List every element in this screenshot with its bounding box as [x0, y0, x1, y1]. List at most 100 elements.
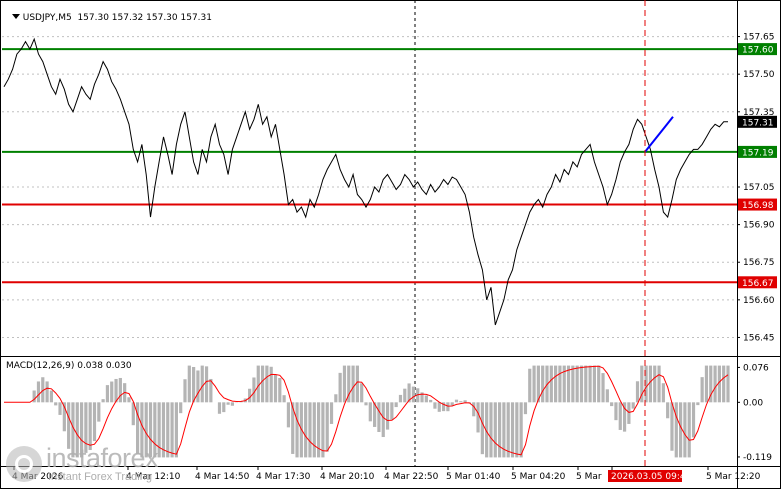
macd-hist-bar	[662, 383, 665, 402]
macd-hist-bar	[528, 369, 531, 403]
macd-hist-bar	[511, 402, 514, 457]
macd-hist-bar	[455, 400, 458, 403]
macd-hist-bar	[489, 402, 492, 457]
macd-hist-bar	[558, 366, 561, 403]
macd-hist-bar	[554, 366, 557, 403]
macd-hist-bar	[588, 366, 591, 403]
macd-hist-bar	[675, 402, 678, 457]
macd-hist-bar	[666, 402, 669, 418]
macd-hist-bar	[395, 402, 398, 407]
macd-hist-bar	[601, 373, 604, 402]
macd-hist-bar	[520, 402, 523, 457]
time-tick-label: 5 Mar 04:20	[511, 472, 566, 482]
current-time-label: 2026.03.05 09:45	[611, 472, 691, 482]
macd-hist-bar	[201, 366, 204, 403]
macd-hist-bar	[722, 366, 725, 403]
macd-hist-bar	[571, 366, 574, 403]
macd-hist-bar	[37, 381, 40, 402]
macd-hist-bar	[54, 402, 57, 405]
macd-tick-label: 0.076	[743, 363, 769, 373]
macd-hist-bar	[670, 402, 673, 450]
instaforex-logo-icon	[6, 446, 42, 482]
macd-hist-bar	[481, 402, 484, 454]
macd-hist-bar	[576, 366, 579, 403]
macd-hist-bar	[106, 385, 109, 402]
macd-hist-bar	[476, 402, 479, 432]
macd-hist-bar	[597, 366, 600, 403]
macd-hist-bar	[429, 400, 432, 402]
macd-hist-bar	[580, 366, 583, 403]
time-tick-label: 5 Mar 01:40	[446, 472, 501, 482]
level-badge-label: 157.60	[742, 46, 774, 56]
macd-hist-bar	[67, 402, 70, 449]
macd-hist-bar	[584, 366, 587, 403]
macd-hist-bar	[386, 402, 389, 429]
macd-hist-bar	[287, 402, 290, 427]
macd-hist-bar	[369, 402, 372, 421]
macd-hist-bar	[93, 402, 96, 441]
macd-hist-bar	[515, 402, 518, 457]
price-tick-label: 157.50	[743, 70, 775, 80]
macd-hist-bar	[451, 402, 454, 405]
macd-hist-bar	[308, 402, 311, 457]
symbol-dropdown-icon[interactable]	[12, 14, 20, 19]
price-axis: 157.65157.50157.35157.05156.90156.75156.…	[737, 33, 777, 344]
macd-hist-bar	[412, 387, 415, 403]
macd-hist-bar	[632, 402, 635, 408]
macd-hist-bar	[692, 402, 695, 437]
macd-hist-bar	[278, 378, 281, 402]
price-tick-label: 156.60	[743, 296, 775, 306]
macd-hist-bar	[192, 367, 195, 402]
macd-hist-bar	[45, 381, 48, 402]
macd-hist-bar	[636, 381, 639, 402]
time-tick-label: 5 Mar	[576, 472, 602, 482]
macd-hist-bar	[446, 402, 449, 411]
macd-hist-bar	[321, 402, 324, 457]
macd-indicator-label: MACD(12,26,9) 0.038 0.030	[6, 361, 132, 371]
macd-hist-bar	[274, 374, 277, 402]
macd-hist-bar	[377, 402, 380, 432]
time-tick-label: 4 Mar 20:10	[320, 472, 375, 482]
macd-hist-bar	[313, 402, 316, 457]
macd-hist-bar	[205, 366, 208, 402]
macd-hist-bar	[265, 366, 268, 403]
instaforex-watermark: instaforex Instant Forex Trading	[6, 443, 182, 485]
macd-hist-bar	[683, 402, 686, 457]
macd-hist-bar	[119, 378, 122, 402]
macd-tick-label: -0.119	[743, 453, 772, 463]
macd-hist-bar	[657, 366, 660, 403]
price-tick-label: 157.65	[743, 33, 775, 43]
macd-hist-bar	[283, 395, 286, 402]
time-tick-label: 4 Mar 17:30	[256, 472, 311, 482]
symbol-name: USDJPY,M5	[23, 13, 72, 23]
macd-hist-bar	[498, 402, 501, 457]
macd-hist-bar	[606, 389, 609, 402]
level-badge-label: 157.19	[742, 148, 774, 158]
macd-hist-bar	[218, 402, 221, 413]
macd-hist-bar	[679, 402, 682, 457]
macd-hist-bar	[649, 366, 652, 403]
price-tick-label: 157.05	[743, 183, 775, 193]
level-badge-label: 156.67	[742, 279, 774, 289]
macd-hist-bar	[183, 379, 186, 402]
macd-hist-bar	[619, 402, 622, 430]
macd-hist-bar	[114, 379, 117, 402]
macd-hist-bar	[567, 366, 570, 403]
macd-hist-bar	[433, 402, 436, 408]
macd-hist-bar	[390, 402, 393, 419]
macd-hist-bar	[653, 366, 656, 403]
symbol-header: USDJPY,M5 157.30 157.32 157.30 157.31	[6, 3, 212, 23]
macd-hist-bar	[326, 402, 329, 451]
macd-hist-bar	[110, 382, 113, 403]
macd-hist-bar	[226, 402, 229, 404]
level-badge-label: 156.98	[742, 201, 774, 211]
macd-hist-bar	[252, 377, 255, 402]
macd-hist-bar	[403, 389, 406, 403]
macd-hist-bar	[330, 402, 333, 424]
macd-hist-bar	[188, 366, 191, 403]
macd-hist-bar	[550, 366, 553, 403]
macd-hist-bar	[360, 383, 363, 402]
macd-hist-bar	[102, 399, 105, 402]
